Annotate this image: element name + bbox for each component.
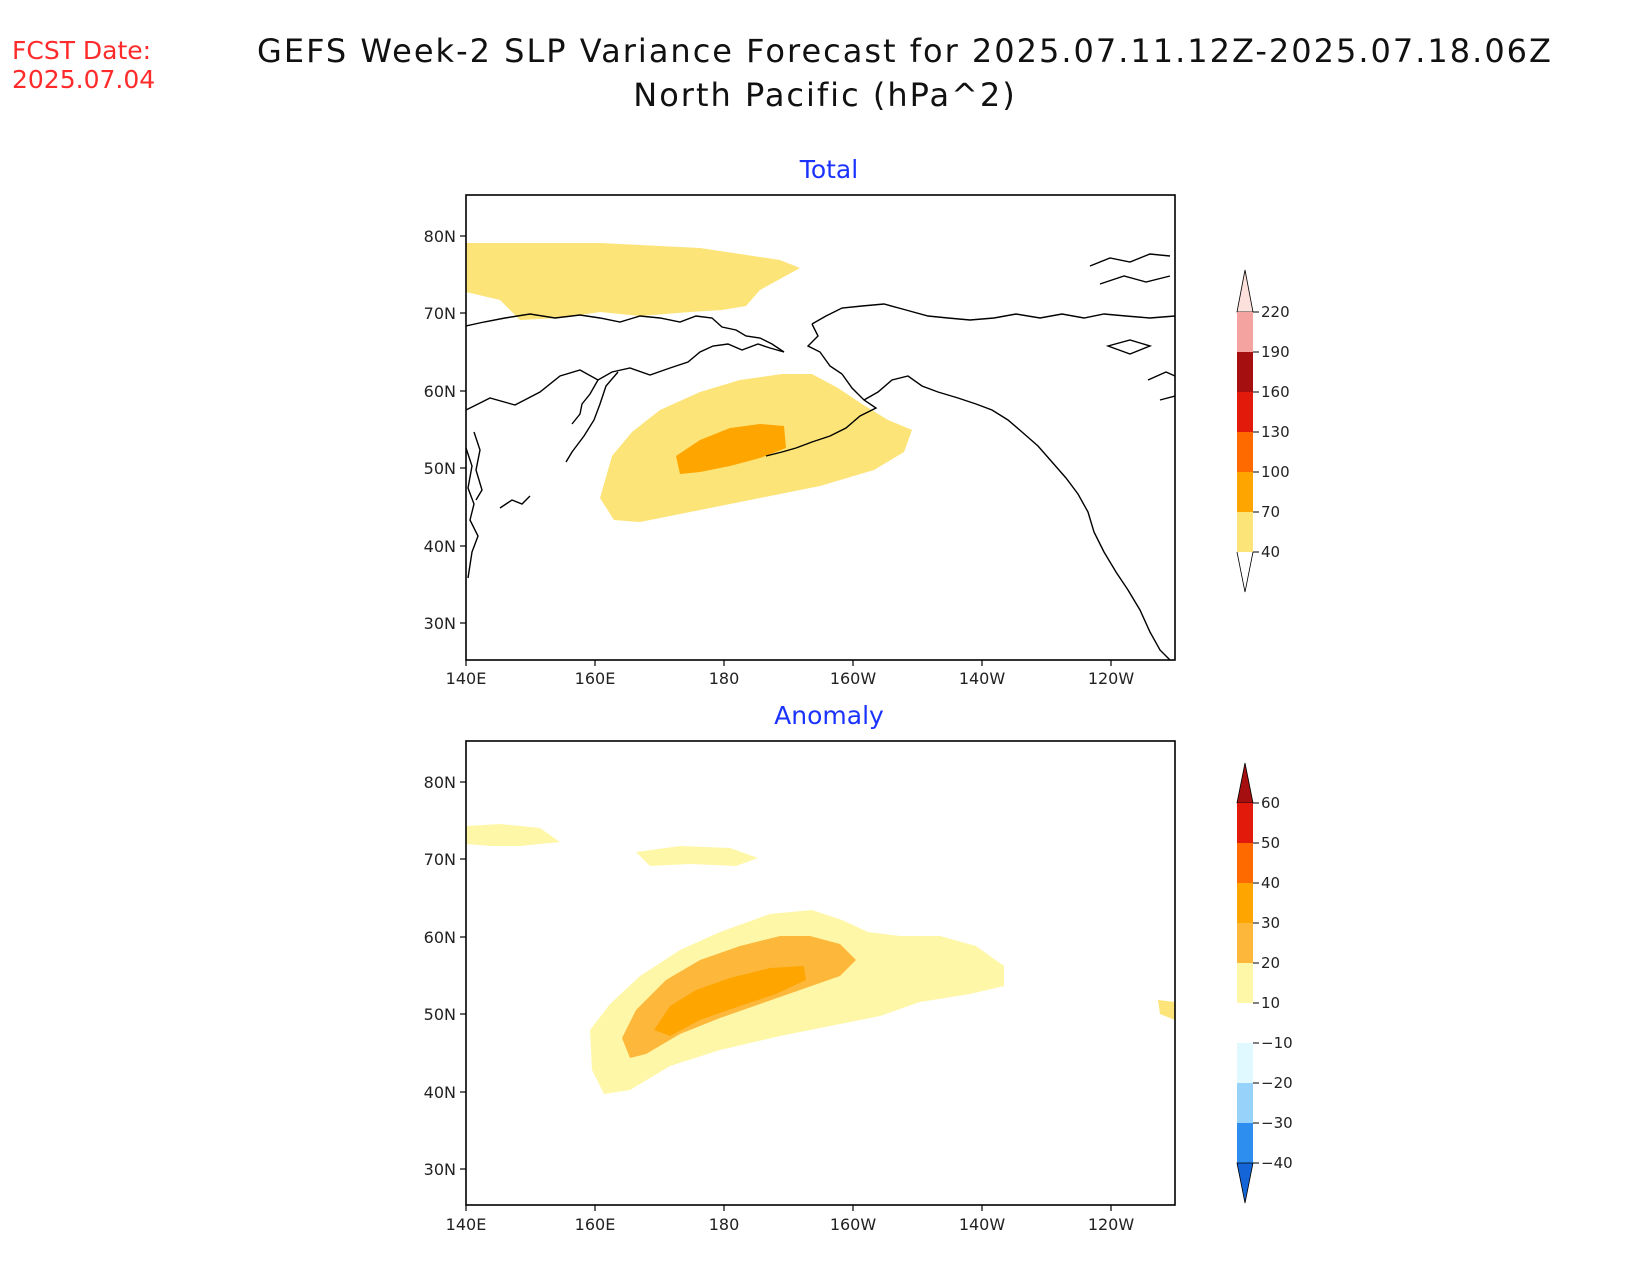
colorbar-swatch <box>1237 1083 1253 1123</box>
total-lon-ticks <box>465 660 1112 666</box>
fcst-date-block: FCST Date: 2025.07.04 <box>12 36 155 94</box>
lon-label: 140E <box>446 669 487 688</box>
colorbar-label: −20 <box>1261 1074 1293 1092</box>
anomaly-lat-axis: 80N 70N 60N 50N 40N 30N <box>424 773 456 1179</box>
lon-label: 140W <box>959 669 1006 688</box>
total-contour-arctic-40 <box>466 243 800 320</box>
total-contour-north-pacific-70 <box>676 424 786 474</box>
anomaly-colorbar: 60 50 40 30 20 10 −10 −20 −30 −40 <box>1236 762 1293 1204</box>
colorbar-label: 190 <box>1261 343 1290 361</box>
lon-label: 160E <box>575 1215 616 1234</box>
colorbar-top-arrow <box>1236 762 1254 804</box>
anomaly-contour-east-edge <box>1158 1000 1175 1020</box>
colorbar-swatch <box>1237 392 1253 432</box>
colorbar-swatch <box>1237 472 1253 512</box>
anomaly-map-frame <box>465 740 1176 1206</box>
sub-title: North Pacific (hPa^2) <box>633 76 1017 114</box>
fcst-date-label: FCST Date: <box>12 36 152 65</box>
colorbar-bottom-arrow <box>1236 1162 1254 1204</box>
colorbar-swatch <box>1237 352 1253 392</box>
lat-label: 40N <box>424 537 456 556</box>
total-map-fill <box>466 243 912 522</box>
panel-title-total: Total <box>799 155 858 184</box>
anomaly-lon-ticks <box>465 1205 1112 1211</box>
colorbar-label: 50 <box>1261 834 1280 852</box>
lat-label: 30N <box>424 1160 456 1179</box>
lat-label: 50N <box>424 1005 456 1024</box>
colorbar-label: −40 <box>1261 1154 1293 1172</box>
colorbar-label: 100 <box>1261 463 1290 481</box>
anomaly-map-fill <box>466 824 1175 1094</box>
lon-label: 140E <box>446 1215 487 1234</box>
colorbar-swatch <box>1237 1003 1253 1043</box>
lon-label: 120W <box>1088 1215 1135 1234</box>
total-lat-ticks <box>460 235 466 624</box>
colorbar-swatch <box>1237 312 1253 352</box>
lon-label: 160W <box>830 1215 877 1234</box>
fcst-date-value: 2025.07.04 <box>12 65 156 94</box>
main-title: GEFS Week-2 SLP Variance Forecast for 20… <box>257 32 1553 70</box>
lat-label: 40N <box>424 1083 456 1102</box>
anomaly-lat-ticks <box>460 781 466 1170</box>
lon-label: 180 <box>709 1215 740 1234</box>
lon-label: 160W <box>830 669 877 688</box>
colorbar-label: 130 <box>1261 423 1290 441</box>
lat-label: 70N <box>424 304 456 323</box>
total-lon-axis: 140E 160E 180 160W 140W 120W <box>446 669 1135 688</box>
colorbar-label: 30 <box>1261 914 1280 932</box>
lon-label: 140W <box>959 1215 1006 1234</box>
colorbar-swatch <box>1237 432 1253 472</box>
lat-label: 60N <box>424 382 456 401</box>
total-colorbar: 220 190 160 130 100 70 40 <box>1236 269 1290 593</box>
lat-label: 60N <box>424 928 456 947</box>
lon-label: 180 <box>709 669 740 688</box>
total-map-frame <box>465 194 1176 661</box>
lon-label: 160E <box>575 669 616 688</box>
anomaly-contour-arctic-10 <box>466 824 560 846</box>
lat-label: 50N <box>424 459 456 478</box>
lat-label: 80N <box>424 773 456 792</box>
anomaly-contour-chukchi-10 <box>636 846 758 866</box>
anomaly-lon-axis: 140E 160E 180 160W 140W 120W <box>446 1215 1135 1234</box>
colorbar-label: 20 <box>1261 954 1280 972</box>
colorbar-swatch <box>1237 923 1253 963</box>
colorbar-bottom-arrow <box>1236 551 1254 593</box>
colorbar-label: 220 <box>1261 303 1290 321</box>
colorbar-label: −30 <box>1261 1114 1293 1132</box>
colorbar-top-arrow <box>1236 269 1254 313</box>
colorbar-label: 40 <box>1261 543 1280 561</box>
colorbar-swatch <box>1237 963 1253 1003</box>
colorbar-swatch <box>1237 1123 1253 1163</box>
anomaly-contour-pacific-30 <box>654 966 806 1036</box>
lat-label: 80N <box>424 227 456 246</box>
panel-title-anomaly: Anomaly <box>774 701 884 730</box>
total-lat-axis: 80N 70N 60N 50N 40N 30N <box>424 227 456 633</box>
colorbar-label: 160 <box>1261 383 1290 401</box>
colorbar-label: 40 <box>1261 874 1280 892</box>
colorbar-label: 70 <box>1261 503 1280 521</box>
colorbar-swatch <box>1237 512 1253 552</box>
anomaly-contour-pacific-10 <box>590 910 1004 1094</box>
colorbar-swatch <box>1237 803 1253 843</box>
colorbar-swatch <box>1237 883 1253 923</box>
lat-label: 30N <box>424 614 456 633</box>
lon-label: 120W <box>1088 669 1135 688</box>
colorbar-swatch <box>1237 843 1253 883</box>
colorbar-label: 10 <box>1261 994 1280 1012</box>
colorbar-label: −10 <box>1261 1034 1293 1052</box>
colorbar-label: 60 <box>1261 794 1280 812</box>
colorbar-swatch <box>1237 1043 1253 1083</box>
lat-label: 70N <box>424 850 456 869</box>
